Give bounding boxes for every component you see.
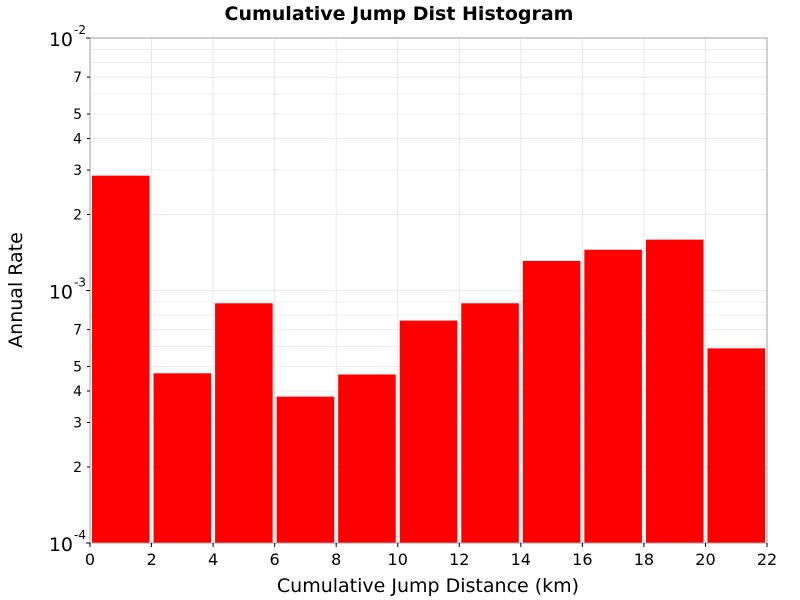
y-minor-tick-label: 4	[73, 384, 82, 400]
x-tick-label: 10	[388, 550, 408, 569]
x-tick-label: 4	[208, 550, 218, 569]
x-tick-label: 6	[270, 550, 280, 569]
bars	[92, 175, 765, 544]
histogram-bar	[645, 239, 704, 544]
y-major-tick-exponent: -3	[74, 276, 86, 290]
y-major-tick-base: 10	[49, 282, 73, 304]
y-minor-tick-label: 4	[73, 131, 82, 147]
x-axis-label: Cumulative Jump Distance (km)	[277, 575, 579, 597]
y-minor-tick-label: 2	[73, 460, 82, 476]
histogram-bar	[522, 260, 581, 543]
histogram-bar	[584, 249, 642, 543]
histogram-bar	[707, 348, 765, 543]
y-major-tick-exponent: -4	[74, 528, 86, 542]
y-minor-tick-label: 3	[73, 416, 82, 432]
y-minor-tick-label: 3	[73, 163, 82, 179]
y-minor-tick-label: 7	[73, 70, 82, 86]
histogram-bar	[92, 175, 150, 543]
y-major-tick-exponent: -2	[74, 23, 86, 37]
y-minor-tick-label: 2	[73, 207, 82, 223]
y-axis-label: Annual Rate	[5, 232, 27, 348]
histogram-bar	[399, 320, 458, 543]
y-minor-tick-label: 5	[73, 107, 82, 123]
x-tick-label: 8	[331, 550, 341, 569]
y-minor-tick-label: 7	[73, 323, 82, 339]
x-tick-label: 18	[634, 550, 654, 569]
x-tick-label: 2	[146, 550, 156, 569]
histogram-bar	[153, 373, 212, 543]
y-major-tick-base: 10	[49, 29, 73, 51]
x-tick-label: 0	[85, 550, 95, 569]
y-major-tick-base: 10	[49, 534, 73, 556]
x-tick-label: 16	[572, 550, 592, 569]
histogram-bar	[276, 396, 335, 543]
y-minor-tick-label: 5	[73, 360, 82, 376]
histogram-bar	[461, 303, 519, 543]
x-tick-label: 12	[449, 550, 469, 569]
x-tick-label: 20	[695, 550, 715, 569]
chart-title: Cumulative Jump Dist Histogram	[225, 3, 574, 25]
x-tick-label: 14	[511, 550, 531, 569]
x-tick-label: 22	[757, 550, 777, 569]
histogram-bar	[215, 303, 273, 543]
histogram-bar	[338, 374, 396, 543]
x-axis-ticks: 0 2 4 6 8 10 12 14 16 18 20 22	[85, 543, 777, 569]
